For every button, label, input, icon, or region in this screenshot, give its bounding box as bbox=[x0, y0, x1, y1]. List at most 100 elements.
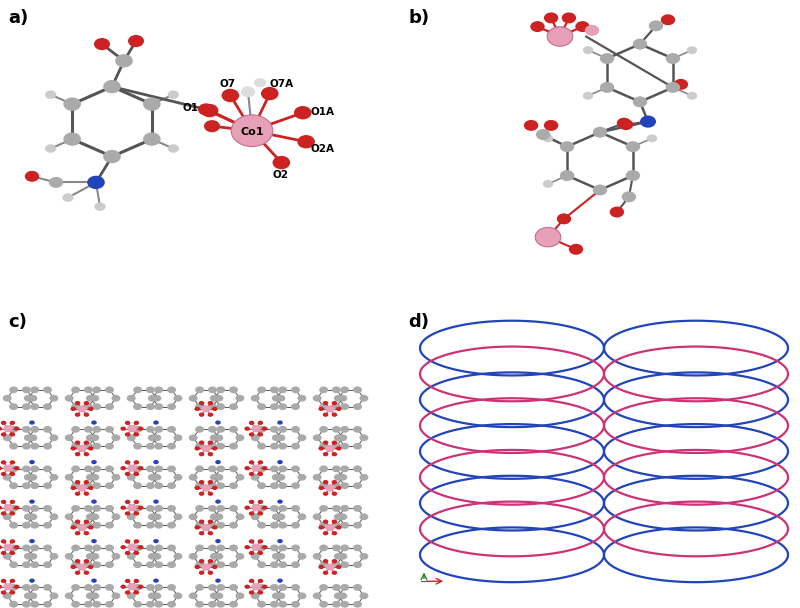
Circle shape bbox=[143, 97, 161, 111]
Circle shape bbox=[154, 522, 163, 528]
Circle shape bbox=[174, 434, 182, 441]
Circle shape bbox=[530, 21, 545, 32]
Circle shape bbox=[332, 482, 341, 489]
Circle shape bbox=[2, 395, 12, 402]
Circle shape bbox=[167, 601, 176, 607]
Circle shape bbox=[245, 466, 250, 471]
Circle shape bbox=[43, 387, 52, 393]
Circle shape bbox=[261, 87, 278, 100]
Circle shape bbox=[214, 434, 223, 441]
Circle shape bbox=[111, 474, 121, 481]
Circle shape bbox=[71, 561, 80, 568]
Circle shape bbox=[1, 579, 6, 583]
Circle shape bbox=[3, 425, 13, 432]
Circle shape bbox=[154, 601, 163, 607]
Circle shape bbox=[195, 505, 204, 512]
Circle shape bbox=[1, 460, 6, 465]
Circle shape bbox=[148, 592, 157, 599]
Circle shape bbox=[336, 486, 342, 490]
Circle shape bbox=[278, 387, 287, 393]
Circle shape bbox=[216, 443, 226, 449]
Circle shape bbox=[257, 505, 266, 512]
Circle shape bbox=[134, 539, 139, 544]
Circle shape bbox=[63, 97, 81, 111]
Circle shape bbox=[214, 592, 223, 599]
Circle shape bbox=[277, 579, 283, 582]
Circle shape bbox=[524, 120, 538, 131]
Circle shape bbox=[10, 511, 15, 516]
Text: Co1: Co1 bbox=[240, 127, 264, 137]
Circle shape bbox=[214, 553, 223, 560]
Circle shape bbox=[152, 592, 162, 599]
Circle shape bbox=[154, 421, 158, 424]
Circle shape bbox=[2, 592, 12, 599]
Circle shape bbox=[71, 387, 80, 393]
Circle shape bbox=[208, 519, 213, 523]
Circle shape bbox=[29, 579, 35, 582]
Circle shape bbox=[195, 387, 204, 393]
Circle shape bbox=[298, 135, 315, 148]
Circle shape bbox=[661, 15, 675, 25]
Circle shape bbox=[90, 395, 99, 402]
Circle shape bbox=[84, 413, 90, 417]
Circle shape bbox=[216, 466, 226, 472]
Circle shape bbox=[90, 474, 99, 481]
Circle shape bbox=[235, 395, 245, 402]
Circle shape bbox=[202, 445, 211, 452]
Circle shape bbox=[134, 500, 139, 504]
Circle shape bbox=[22, 601, 31, 607]
Circle shape bbox=[91, 500, 97, 503]
Circle shape bbox=[258, 421, 263, 425]
Circle shape bbox=[10, 421, 15, 425]
Text: O1A: O1A bbox=[310, 106, 334, 117]
Circle shape bbox=[84, 505, 93, 512]
Circle shape bbox=[258, 432, 263, 437]
Circle shape bbox=[332, 584, 341, 591]
Circle shape bbox=[92, 426, 102, 433]
Circle shape bbox=[291, 403, 300, 410]
Circle shape bbox=[92, 545, 102, 551]
Circle shape bbox=[111, 395, 121, 402]
Circle shape bbox=[319, 443, 328, 449]
Circle shape bbox=[325, 445, 335, 452]
Circle shape bbox=[619, 119, 634, 130]
Circle shape bbox=[111, 513, 121, 520]
Circle shape bbox=[91, 421, 97, 424]
Circle shape bbox=[250, 592, 260, 599]
Circle shape bbox=[84, 466, 93, 472]
Circle shape bbox=[250, 474, 260, 481]
Circle shape bbox=[43, 545, 52, 551]
Circle shape bbox=[10, 432, 15, 437]
Circle shape bbox=[28, 434, 38, 441]
Circle shape bbox=[65, 592, 74, 599]
Circle shape bbox=[43, 522, 52, 528]
Circle shape bbox=[2, 513, 12, 520]
Circle shape bbox=[270, 466, 279, 472]
Circle shape bbox=[216, 505, 226, 512]
Circle shape bbox=[167, 545, 176, 551]
Circle shape bbox=[146, 426, 155, 433]
Circle shape bbox=[258, 551, 263, 555]
Circle shape bbox=[278, 466, 287, 472]
Circle shape bbox=[1, 539, 6, 544]
Circle shape bbox=[229, 403, 238, 410]
Circle shape bbox=[249, 432, 254, 437]
Circle shape bbox=[216, 584, 226, 591]
Circle shape bbox=[276, 553, 286, 560]
Text: O7A: O7A bbox=[270, 80, 294, 89]
Circle shape bbox=[257, 426, 266, 433]
Circle shape bbox=[1, 590, 6, 595]
Circle shape bbox=[71, 584, 80, 591]
Circle shape bbox=[332, 413, 338, 417]
Circle shape bbox=[86, 395, 95, 402]
Circle shape bbox=[241, 86, 255, 97]
Circle shape bbox=[575, 21, 590, 32]
Circle shape bbox=[105, 522, 114, 528]
Circle shape bbox=[325, 484, 335, 491]
Circle shape bbox=[278, 545, 287, 551]
Circle shape bbox=[674, 79, 688, 90]
Circle shape bbox=[215, 460, 221, 465]
Circle shape bbox=[84, 492, 90, 496]
Circle shape bbox=[270, 522, 279, 528]
Circle shape bbox=[272, 513, 281, 520]
